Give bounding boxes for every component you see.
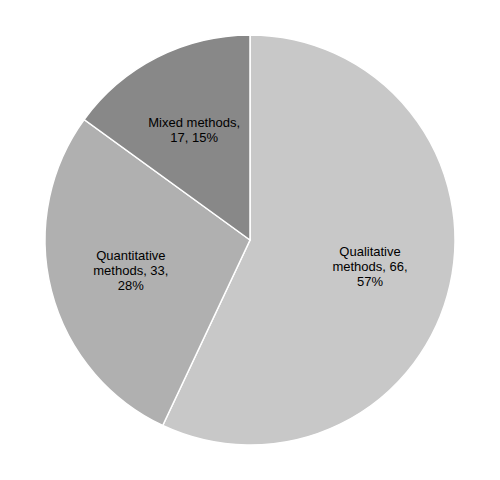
pie-slice [84, 35, 250, 240]
slice-label-line: 57% [357, 274, 383, 289]
slice-label-line: methods, 66, [332, 259, 407, 274]
slice-label-line: Mixed methods, [148, 115, 240, 130]
slice-label: Qualitativemethods, 66,57% [332, 244, 407, 289]
slice-label: Mixed methods,17, 15% [148, 115, 240, 145]
slice-label-line: Quantitative [96, 248, 165, 263]
pie-chart: Qualitativemethods, 66,57%Quantitativeme… [0, 0, 500, 480]
chart-container: Qualitativemethods, 66,57%Quantitativeme… [0, 0, 500, 480]
slice-label-line: methods, 33, [93, 263, 168, 278]
slice-labels: Qualitativemethods, 66,57%Quantitativeme… [93, 115, 407, 293]
slices [45, 35, 455, 445]
slice-label-line: Qualitative [339, 244, 400, 259]
slice-label: Quantitativemethods, 33,28% [93, 248, 168, 293]
slice-label-line: 28% [118, 278, 144, 293]
slice-label-line: 17, 15% [170, 130, 218, 145]
